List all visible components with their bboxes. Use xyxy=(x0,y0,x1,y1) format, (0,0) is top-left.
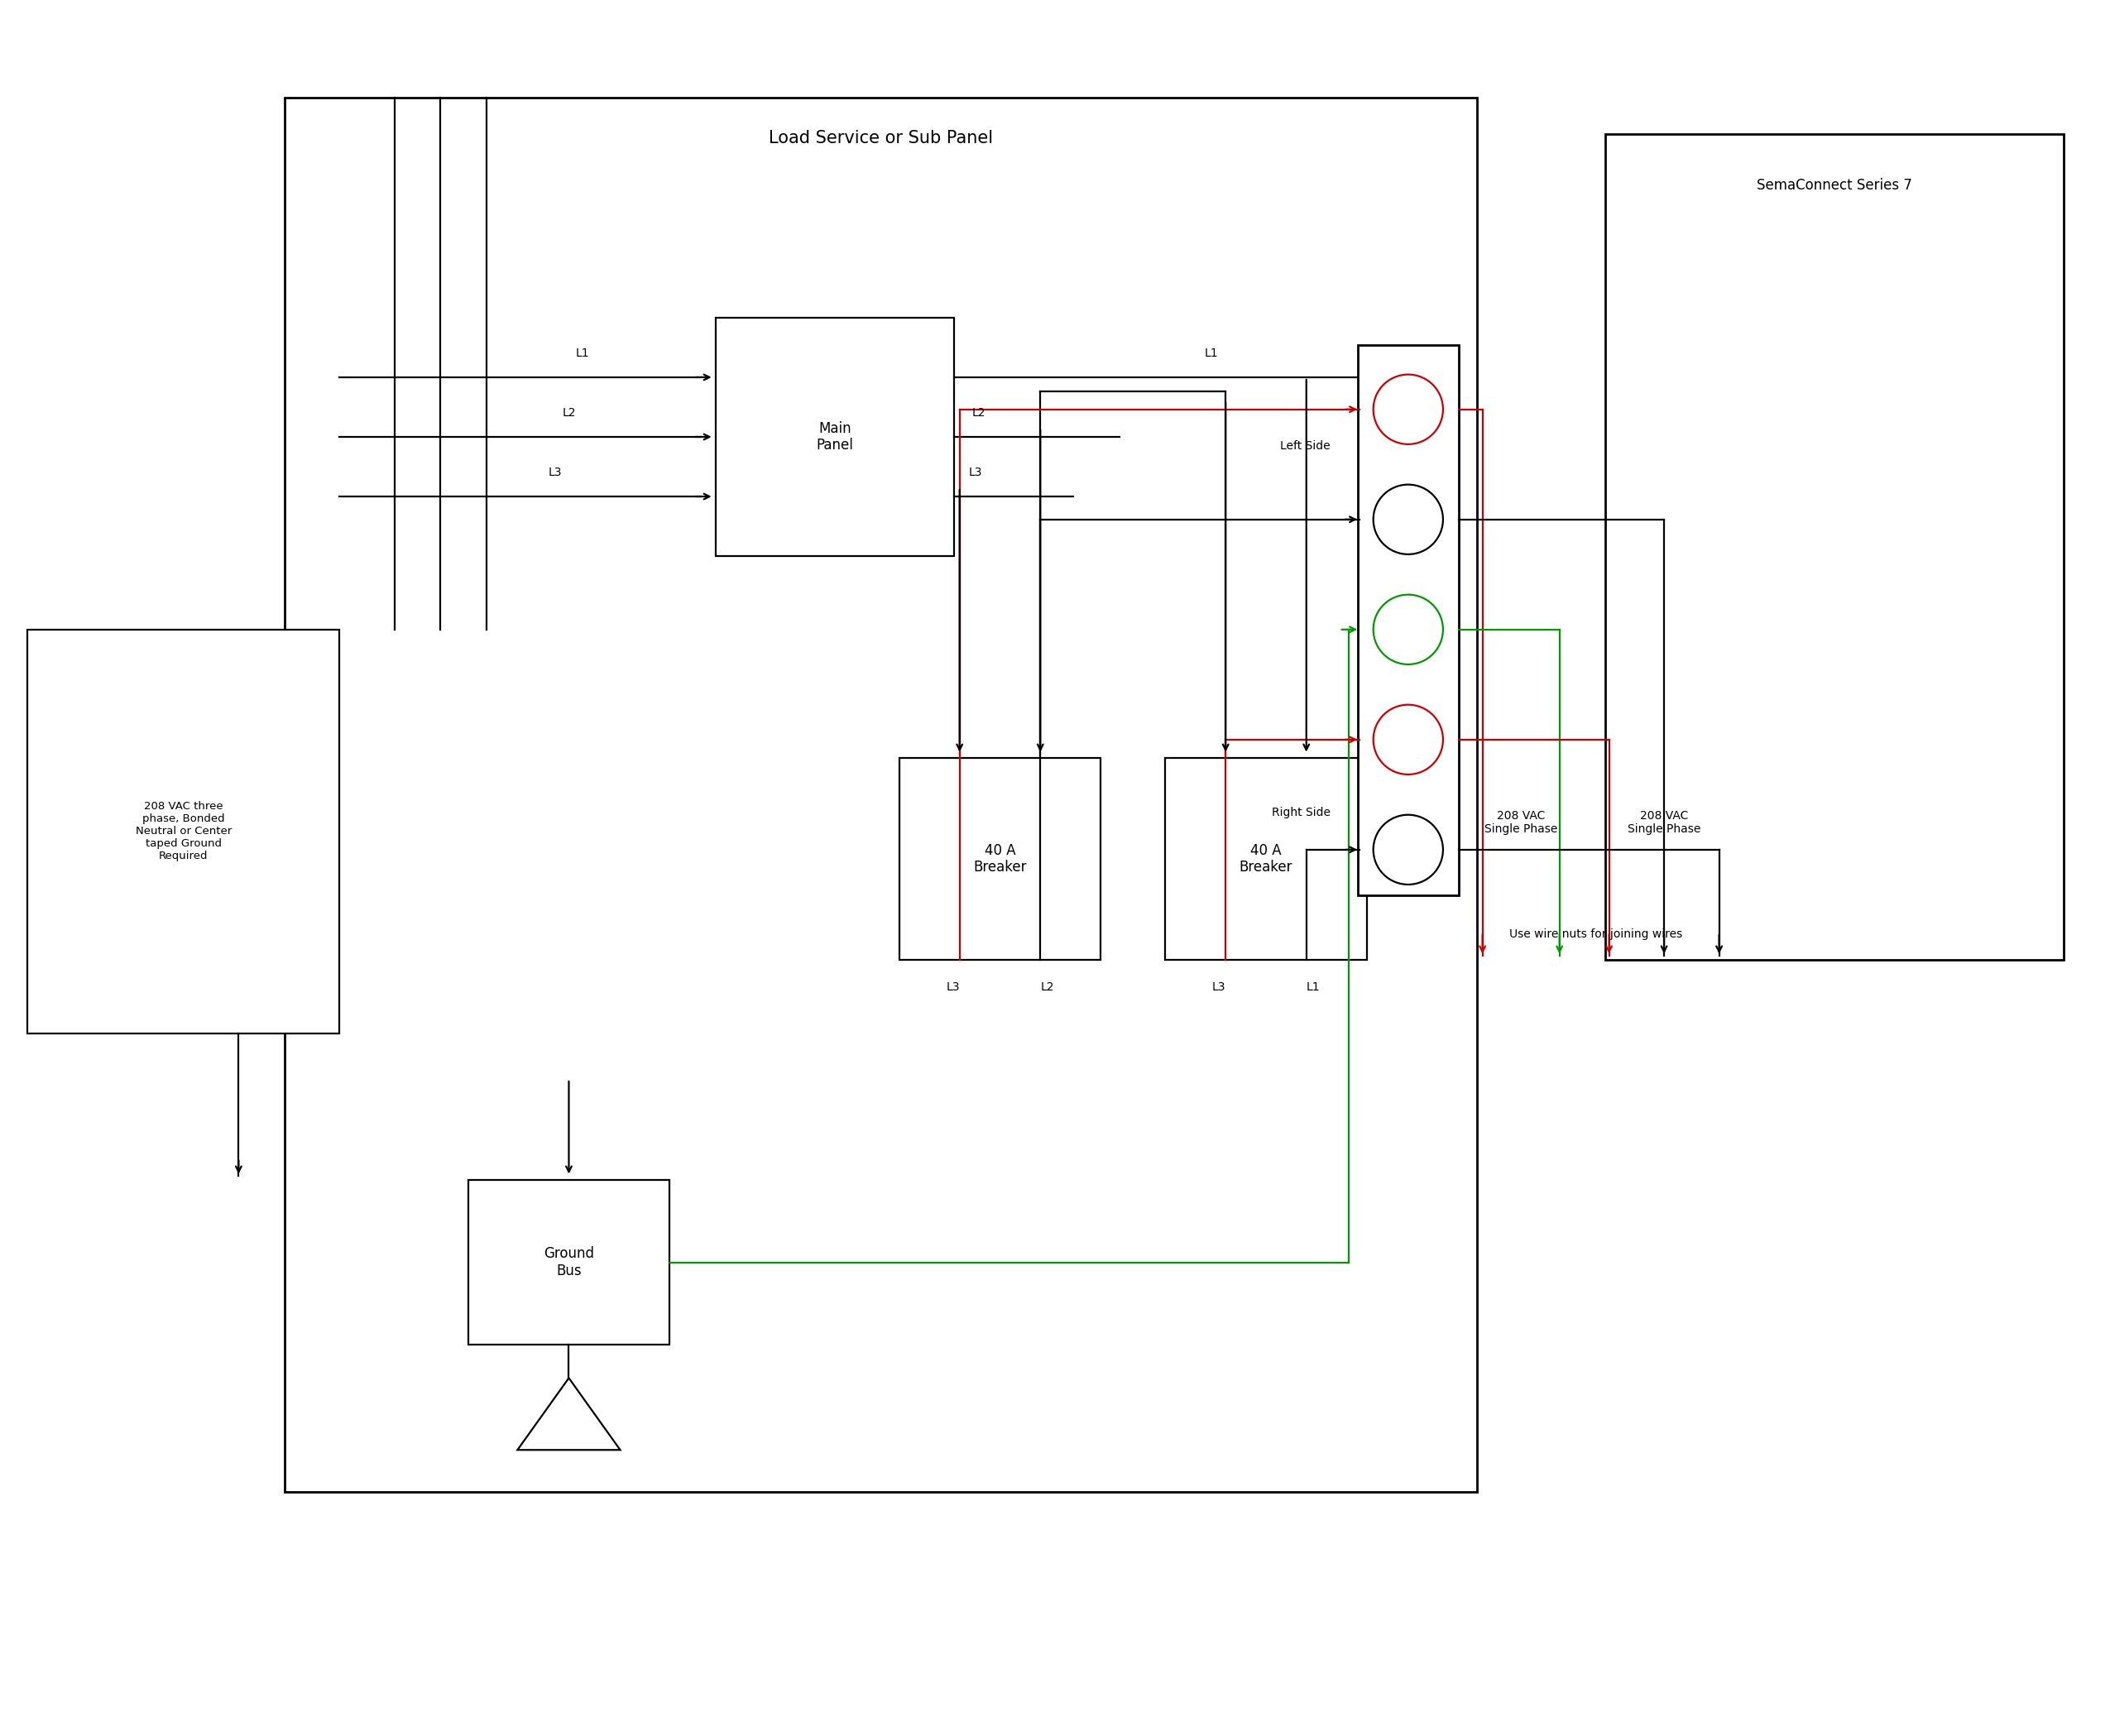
Text: Main
Panel: Main Panel xyxy=(817,420,852,453)
Text: L1: L1 xyxy=(1306,983,1321,993)
Text: Use wire nuts for joining wires: Use wire nuts for joining wires xyxy=(1509,929,1684,941)
Bar xyxy=(1606,134,2064,960)
Bar xyxy=(715,318,954,556)
Text: L3: L3 xyxy=(1211,983,1226,993)
Text: L2: L2 xyxy=(973,406,985,418)
Text: L1: L1 xyxy=(576,347,589,359)
Text: 40 A
Breaker: 40 A Breaker xyxy=(1239,842,1293,875)
Text: SemaConnect Series 7: SemaConnect Series 7 xyxy=(1758,179,1912,193)
Text: L3: L3 xyxy=(968,467,981,477)
Circle shape xyxy=(1374,375,1443,444)
Text: Right Side: Right Side xyxy=(1272,807,1329,819)
Text: 40 A
Breaker: 40 A Breaker xyxy=(973,842,1028,875)
Text: Ground
Bus: Ground Bus xyxy=(544,1246,595,1278)
Bar xyxy=(27,630,340,1033)
Text: L2: L2 xyxy=(1040,983,1055,993)
Circle shape xyxy=(1374,484,1443,554)
Text: Left Side: Left Side xyxy=(1281,441,1329,451)
Text: 208 VAC three
phase, Bonded
Neutral or Center
taped Ground
Required: 208 VAC three phase, Bonded Neutral or C… xyxy=(135,800,232,861)
Text: L3: L3 xyxy=(945,983,960,993)
Circle shape xyxy=(1374,595,1443,665)
Bar xyxy=(1165,759,1367,960)
Bar xyxy=(899,759,1101,960)
Bar xyxy=(468,1180,669,1345)
Text: 208 VAC
Single Phase: 208 VAC Single Phase xyxy=(1627,811,1701,835)
Text: L1: L1 xyxy=(1205,347,1217,359)
Bar xyxy=(1357,345,1458,896)
Text: L2: L2 xyxy=(561,406,576,418)
Circle shape xyxy=(1374,705,1443,774)
Circle shape xyxy=(1374,814,1443,885)
Text: Load Service or Sub Panel: Load Service or Sub Panel xyxy=(768,130,994,146)
Text: 208 VAC
Single Phase: 208 VAC Single Phase xyxy=(1485,811,1557,835)
Text: L3: L3 xyxy=(549,467,561,477)
Bar xyxy=(285,97,1477,1491)
